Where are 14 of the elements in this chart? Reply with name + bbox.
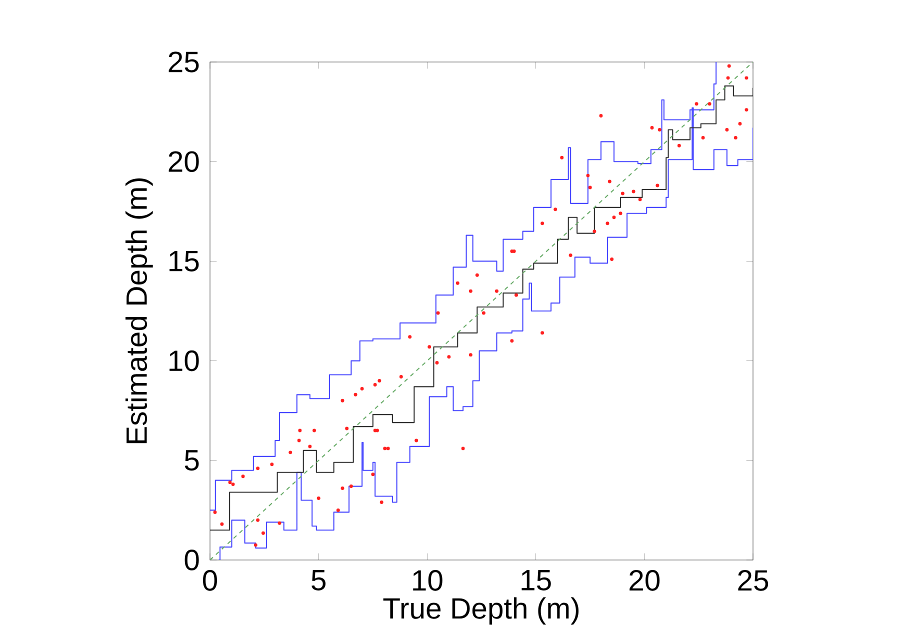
- y-tick-label: 20: [168, 151, 199, 172]
- x-tick-label: 5: [312, 570, 326, 591]
- y-tick-label: 5: [184, 450, 199, 471]
- x-tick-label: 10: [413, 570, 442, 591]
- x-tick-label: 20: [630, 570, 660, 591]
- y-tick-label: 15: [170, 250, 199, 272]
- y-tick-label: 25: [168, 52, 199, 72]
- x-tick-label: 0: [203, 570, 218, 591]
- y-axis-title: Estimated Depth (m): [125, 178, 153, 444]
- x-tick-label: 15: [522, 570, 551, 591]
- x-tick-label: 25: [738, 570, 768, 591]
- x-axis-title: True Depth (m): [383, 597, 579, 625]
- y-tick-label: 0: [184, 550, 199, 570]
- y-tick-label: 10: [170, 350, 199, 372]
